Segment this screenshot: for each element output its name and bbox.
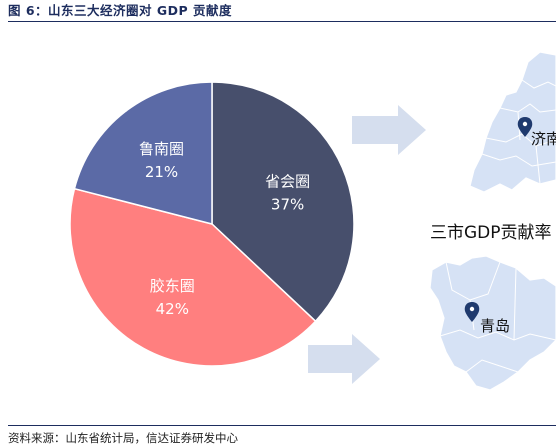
qingdao-map: 青岛 — [429, 255, 556, 391]
location-pin-icon — [517, 117, 533, 137]
pie-label-value-lunan: 21% — [145, 163, 178, 181]
city-label-qingdao: 青岛 — [480, 317, 510, 335]
pie-slice-jiaodong — [69, 187, 317, 367]
arrow-right-top — [352, 105, 426, 155]
source-note: 资料来源：山东省统计局，信达证券研发中心 — [8, 431, 238, 445]
pie-chart: 省会圈 37% 胶东圈 42% 鲁南圈 21% — [69, 81, 355, 367]
maps-headline: 三市GDP贡献率 — [430, 223, 552, 243]
figure-title: 图 6：山东三大经济圈对 GDP 贡献度 — [8, 3, 233, 18]
source-rule — [8, 425, 556, 426]
pie-label-value-jiaodong: 42% — [156, 300, 189, 318]
pie-label-value-shenghui: 37% — [271, 195, 304, 213]
title-rule — [8, 21, 556, 22]
city-label-jinan: 济南 — [531, 130, 556, 148]
jinan-map: 济南 — [469, 51, 556, 193]
pie-label-name-lunan: 鲁南圈 — [139, 140, 184, 158]
location-pin-icon — [464, 302, 480, 322]
pie-label-name-jiaodong: 胶东圈 — [150, 277, 195, 295]
pie-slice-lunan — [73, 81, 213, 225]
pie-slice-shenghui — [211, 81, 355, 323]
arrow-right-bottom — [308, 334, 380, 384]
pie-label-name-shenghui: 省会圈 — [265, 172, 310, 190]
